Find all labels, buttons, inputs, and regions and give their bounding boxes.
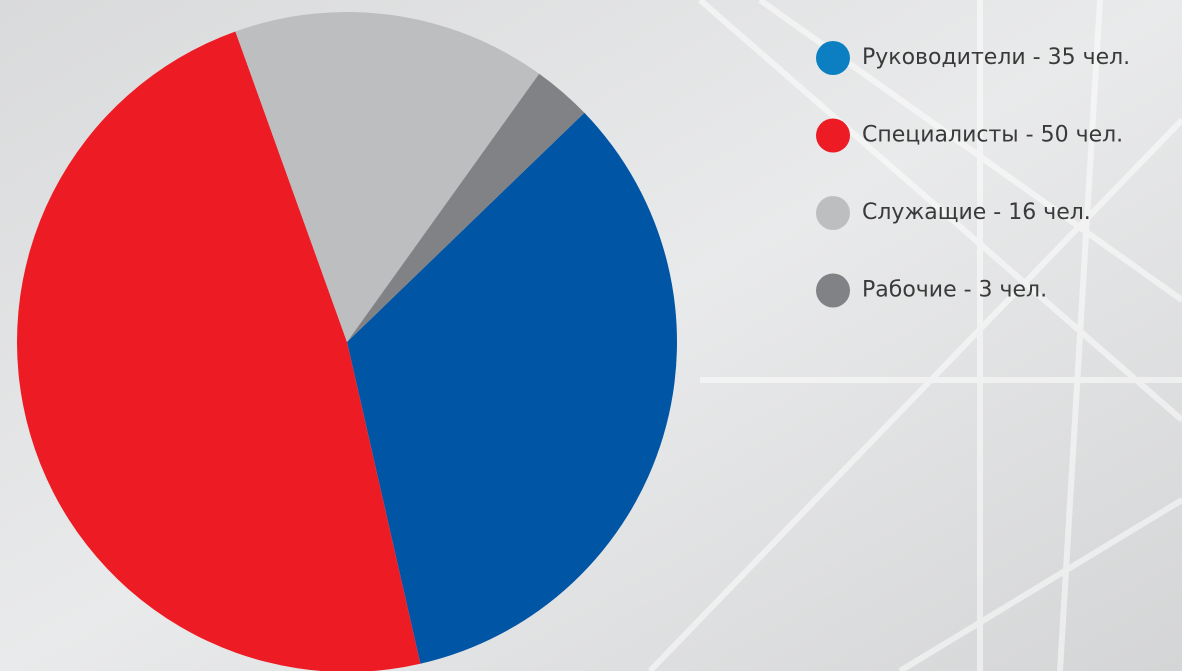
legend-marker bbox=[816, 41, 850, 75]
legend-label: Руководители - 35 чел. bbox=[862, 45, 1130, 70]
pie-slice bbox=[347, 73, 585, 343]
background-texture bbox=[647, 0, 1182, 671]
legend-marker bbox=[816, 196, 850, 230]
legend: Руководители - 35 чел. Специалисты - 50 ч… bbox=[816, 41, 1130, 308]
pie-slice bbox=[17, 31, 421, 671]
legend-label: Рабочие - 3 чел. bbox=[862, 278, 1047, 303]
pie-slice bbox=[235, 11, 540, 342]
legend-label: Специалисты - 50 чел. bbox=[862, 123, 1123, 148]
pie-slice bbox=[347, 112, 677, 664]
legend-label: Служащие - 16 чел. bbox=[862, 200, 1091, 225]
legend-marker bbox=[816, 273, 850, 308]
pie bbox=[17, 11, 677, 671]
legend-marker bbox=[816, 118, 850, 153]
